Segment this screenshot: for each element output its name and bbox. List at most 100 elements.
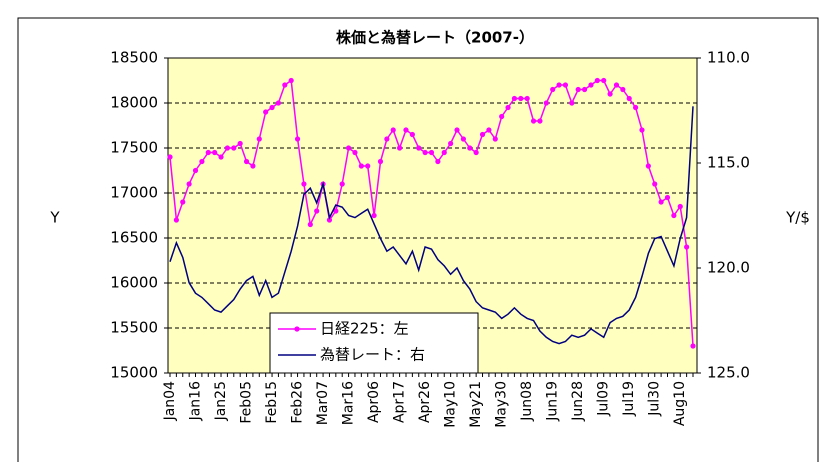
data-point <box>435 158 441 165</box>
data-point <box>288 77 294 84</box>
x-tick-label: Jul09 <box>596 381 612 417</box>
data-point <box>467 145 473 151</box>
data-point <box>632 104 639 111</box>
data-point <box>454 127 460 133</box>
data-point <box>167 154 173 160</box>
x-tick-label: May10 <box>443 381 459 428</box>
data-point <box>263 109 269 115</box>
x-tick-label: Jan25 <box>213 381 229 421</box>
y-tick-label: 18000 <box>110 94 158 112</box>
data-point <box>537 118 543 124</box>
data-point <box>345 145 352 151</box>
legend-marker <box>294 326 300 332</box>
x-tick-label: Apr17 <box>392 381 408 423</box>
data-point <box>416 145 422 151</box>
data-point <box>479 131 486 138</box>
data-point <box>212 149 218 156</box>
data-point <box>543 100 549 106</box>
x-tick-label: May30 <box>494 381 510 428</box>
x-tick-label: Jan16 <box>188 381 204 421</box>
x-tick-label: Mar07 <box>315 381 331 425</box>
x-tick-label: Jun28 <box>570 381 586 422</box>
data-point <box>186 181 192 187</box>
x-tick-label: Jun19 <box>545 381 561 422</box>
data-point <box>231 145 237 151</box>
data-point <box>550 86 556 93</box>
data-point <box>250 163 256 169</box>
data-point <box>180 199 186 205</box>
legend-label: 為替レート：右 <box>320 346 425 364</box>
data-point <box>556 82 562 88</box>
data-point <box>511 95 518 102</box>
data-point <box>403 127 409 133</box>
y2-axis-label: Y/$ <box>785 209 810 227</box>
data-point <box>658 199 664 205</box>
y2-tick-label: 115.0 <box>707 154 750 172</box>
x-tick-label: Apr26 <box>417 381 433 423</box>
legend-box <box>269 312 479 374</box>
data-point <box>562 82 569 88</box>
x-tick-label: Mar16 <box>341 381 357 425</box>
data-point <box>569 100 575 106</box>
series-line <box>169 106 694 345</box>
data-point <box>652 181 658 187</box>
x-tick-label: Jun08 <box>519 381 535 422</box>
x-tick-label: May21 <box>468 381 484 428</box>
data-point <box>218 154 224 160</box>
data-point <box>588 82 594 88</box>
data-point <box>199 158 205 165</box>
y-tick-label: 17500 <box>110 139 158 157</box>
data-point <box>441 149 447 156</box>
data-point <box>671 212 677 219</box>
data-point <box>594 77 600 84</box>
x-tick-label: Feb26 <box>290 381 306 424</box>
data-point <box>428 149 435 156</box>
data-point <box>352 149 358 156</box>
data-point <box>645 163 651 169</box>
data-point <box>224 145 231 151</box>
y-tick-label: 15000 <box>110 364 158 382</box>
data-point <box>575 86 581 93</box>
y-axis-label: Y <box>49 209 60 227</box>
data-point <box>505 104 511 111</box>
data-point <box>620 86 626 93</box>
data-point <box>499 113 505 120</box>
data-point <box>397 145 403 151</box>
x-tick-label: Apr06 <box>366 381 382 423</box>
data-point <box>460 136 466 142</box>
data-point <box>275 100 282 106</box>
data-point <box>173 217 179 223</box>
data-point <box>205 149 211 156</box>
data-point <box>601 77 607 84</box>
data-point <box>492 136 498 142</box>
data-point <box>530 118 537 124</box>
data-point <box>358 163 364 169</box>
data-point <box>243 158 250 165</box>
x-tick-label: Feb05 <box>239 381 255 424</box>
data-point <box>518 95 524 102</box>
data-point <box>613 82 620 88</box>
data-point <box>581 86 588 93</box>
x-tick-label: Aug10 <box>672 381 688 426</box>
data-point <box>626 95 632 102</box>
chart-title: 株価と為替レート（2007-） <box>336 29 534 47</box>
y2-tick-label: 125.0 <box>707 364 750 382</box>
data-point <box>677 203 683 210</box>
y-tick-label: 16500 <box>110 229 158 247</box>
x-tick-label: Feb15 <box>264 381 280 424</box>
y-tick-label: 17000 <box>110 184 158 202</box>
y-tick-label: 16000 <box>110 274 158 292</box>
data-point <box>390 127 396 133</box>
data-point <box>365 163 371 169</box>
data-point <box>192 167 199 174</box>
x-tick-label: Jan04 <box>162 381 178 421</box>
data-point <box>339 181 345 187</box>
data-point <box>684 244 690 250</box>
x-tick-label: Jul30 <box>647 381 663 417</box>
data-point <box>664 194 671 201</box>
data-point <box>326 217 333 223</box>
data-point <box>256 136 262 142</box>
data-point <box>422 149 428 156</box>
data-point <box>282 82 288 88</box>
